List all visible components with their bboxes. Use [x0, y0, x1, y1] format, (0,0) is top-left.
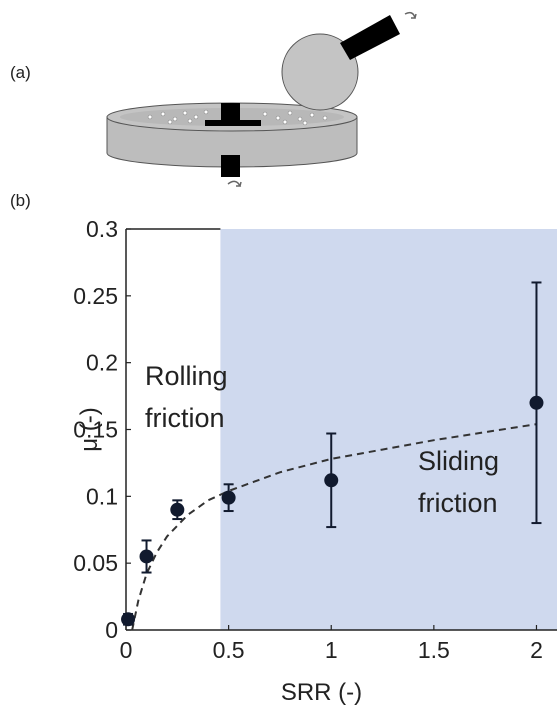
figure: (a) (b) 00.050.10.150.20.250.300.511.52S…: [0, 0, 559, 716]
y-tick-label: 0.3: [86, 216, 118, 242]
y-axis-label: μ (-): [76, 407, 103, 451]
x-tick-label: 2: [530, 637, 543, 663]
data-point: [222, 491, 236, 505]
data-point: [140, 549, 154, 563]
data-point: [170, 503, 184, 517]
data-point: [529, 396, 543, 410]
annotation: friction: [145, 403, 225, 433]
data-point: [121, 612, 135, 626]
y-tick-label: 0.1: [86, 483, 118, 509]
y-tick-label: 0.25: [73, 283, 118, 309]
y-tick-label: 0.2: [86, 350, 118, 376]
x-tick-label: 1.5: [418, 637, 450, 663]
data-point: [324, 473, 338, 487]
annotation: Rolling: [145, 361, 228, 391]
x-tick-label: 0: [120, 637, 133, 663]
annotation: friction: [418, 488, 498, 518]
shaded-region: [220, 229, 557, 630]
panel-label: (b): [10, 191, 31, 210]
x-tick-label: 0.5: [213, 637, 245, 663]
x-tick-label: 1: [325, 637, 338, 663]
tribometer-diagram: [107, 13, 416, 186]
x-axis-label: SRR (-): [281, 679, 362, 706]
y-tick-label: 0.05: [73, 550, 118, 576]
y-tick-label: 0: [105, 617, 118, 643]
panel-label: (a): [10, 63, 31, 82]
annotation: Sliding: [418, 446, 499, 476]
